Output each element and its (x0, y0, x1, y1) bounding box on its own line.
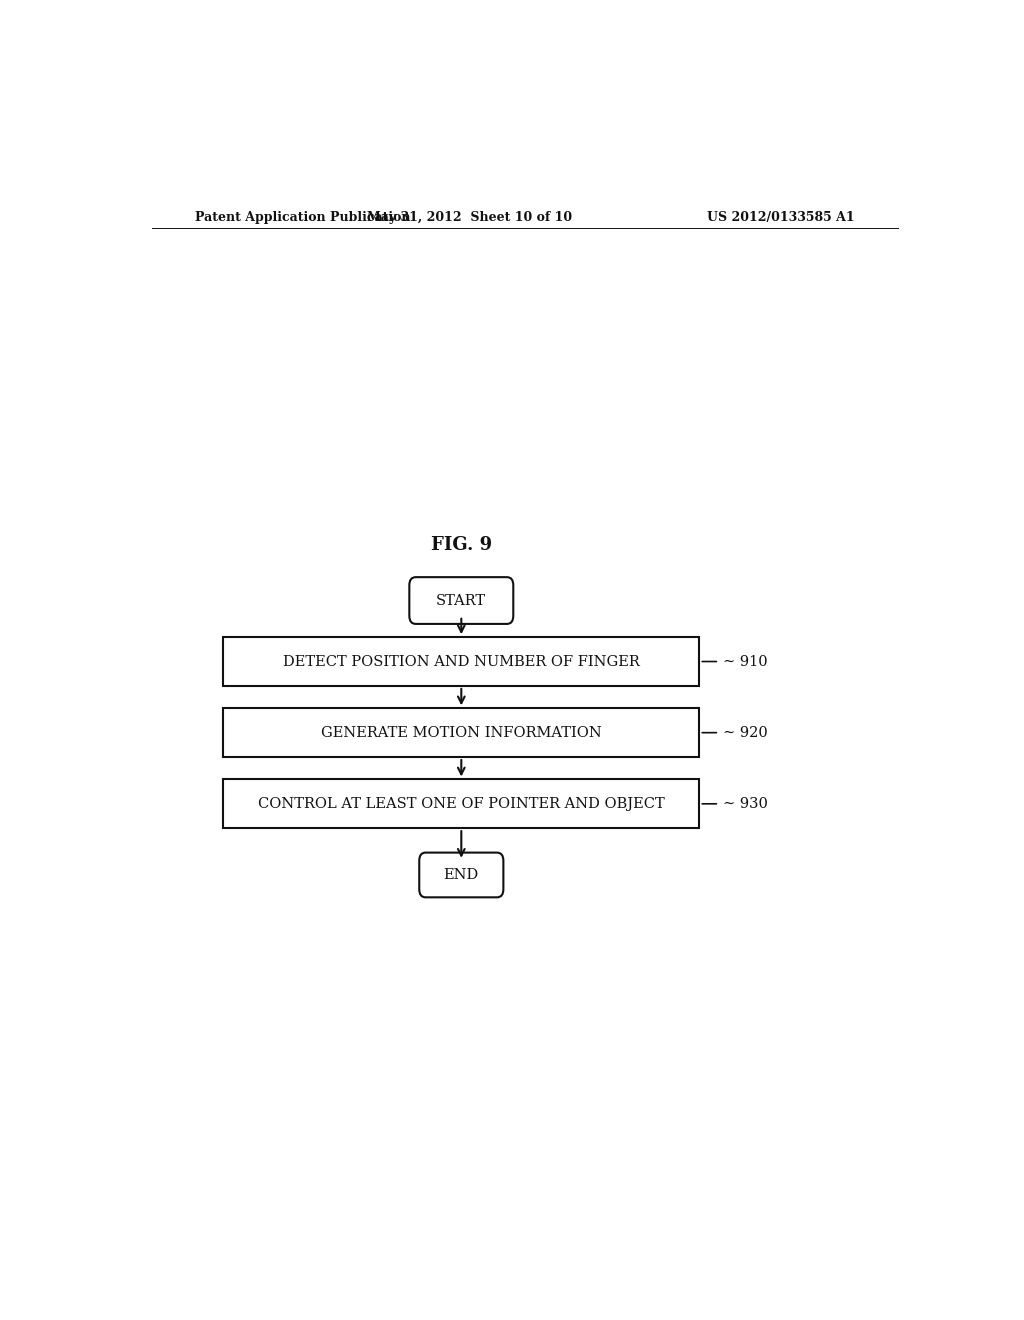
Text: ∼ 920: ∼ 920 (723, 726, 768, 739)
FancyBboxPatch shape (223, 638, 699, 686)
Text: ∼ 930: ∼ 930 (723, 797, 768, 810)
FancyBboxPatch shape (223, 779, 699, 828)
Text: US 2012/0133585 A1: US 2012/0133585 A1 (707, 211, 854, 224)
Text: ∼ 910: ∼ 910 (723, 655, 768, 668)
Text: Patent Application Publication: Patent Application Publication (196, 211, 411, 224)
Text: DETECT POSITION AND NUMBER OF FINGER: DETECT POSITION AND NUMBER OF FINGER (283, 655, 640, 668)
Text: END: END (443, 869, 479, 882)
FancyBboxPatch shape (410, 577, 513, 624)
Text: CONTROL AT LEAST ONE OF POINTER AND OBJECT: CONTROL AT LEAST ONE OF POINTER AND OBJE… (258, 797, 665, 810)
FancyBboxPatch shape (419, 853, 504, 898)
Text: FIG. 9: FIG. 9 (431, 536, 492, 553)
Text: START: START (436, 594, 486, 607)
Text: May 31, 2012  Sheet 10 of 10: May 31, 2012 Sheet 10 of 10 (367, 211, 571, 224)
Text: GENERATE MOTION INFORMATION: GENERATE MOTION INFORMATION (321, 726, 602, 739)
FancyBboxPatch shape (223, 709, 699, 758)
